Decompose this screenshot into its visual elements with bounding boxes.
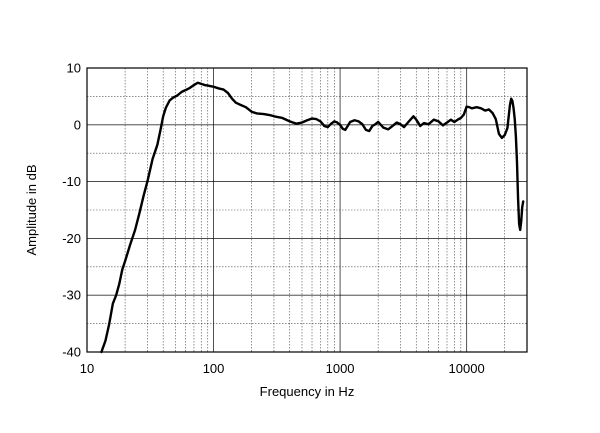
plot-frame [86,67,528,353]
y-tick-label: -20 [62,231,81,246]
y-tick-label: 10 [67,61,81,76]
y-tick-label: -10 [62,174,81,189]
y-tick-label: -40 [62,345,81,360]
y-tick-label: -30 [62,288,81,303]
x-axis-label: Frequency in Hz [260,384,355,399]
series-line-1 [100,81,525,354]
x-tick-label: 1000 [326,361,355,376]
series-layer [100,81,525,354]
y-tick-label: 0 [74,117,81,132]
y-axis-label: Amplitude in dB [24,164,39,255]
x-tick-label: 10000 [449,361,485,376]
x-tick-label: 10 [80,361,94,376]
x-tick-label: 100 [203,361,225,376]
grid [87,68,527,352]
